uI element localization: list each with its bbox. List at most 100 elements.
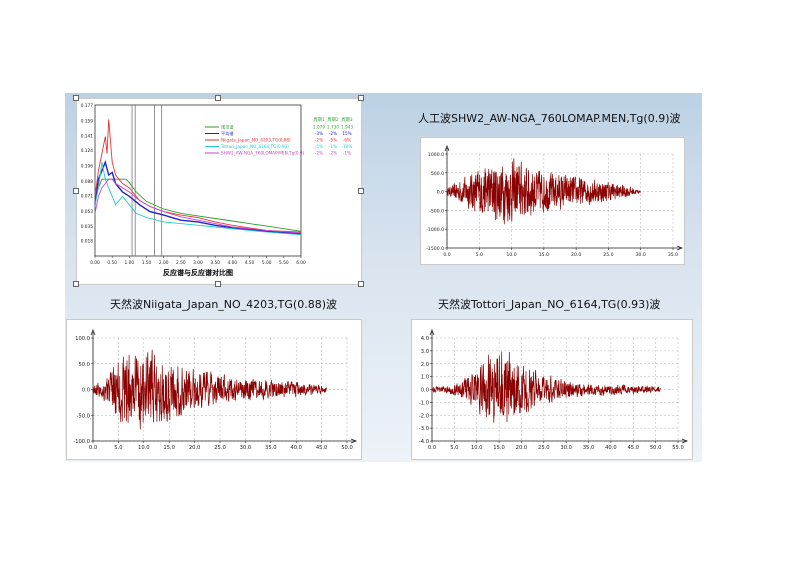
- x-tick-label: 4.50: [245, 260, 255, 266]
- y-axis-arrow: [90, 328, 96, 336]
- y-tick-label: 0.0: [421, 388, 429, 394]
- resize-handle[interactable]: [358, 188, 364, 194]
- spectrum-chart: 0.177 0.159 0.141 0.124 0.106 0.088 0.071 0.053…: [81, 103, 354, 277]
- x-tick-label: 40.0: [605, 445, 617, 451]
- y-tick-label: 0.177: [81, 103, 94, 109]
- x-tick-label: 0.00: [90, 260, 100, 266]
- y-tick-label: 0.088: [81, 179, 94, 185]
- x-tick-label: 10.0: [138, 445, 150, 451]
- x-tick-label: 3.00: [193, 260, 203, 266]
- tottori-wave-panel: 4.0 3.0 2.0 1.0 0.0 -1.0 -2.0 -3.0 -4.0 0.0 5.0 10.…: [411, 319, 693, 460]
- y-tick-label: 2.0: [421, 362, 429, 368]
- y-tick-label: 0.141: [81, 134, 94, 140]
- legend-label: Tottori_Japan_NO_6164,TG(0.93): [220, 144, 289, 149]
- plot-frame: [94, 104, 302, 257]
- x-tick-label: 5.50: [279, 260, 289, 266]
- legend-stat: -5%: [315, 144, 323, 149]
- legend-stat: -5%: [329, 138, 337, 143]
- y-tick-label: 0.035: [81, 224, 94, 230]
- y-tick-label: 0.124: [81, 148, 94, 154]
- series-line: [94, 162, 302, 236]
- y-tick-label: -1000.0: [426, 227, 444, 233]
- y-tick-label: 0.106: [81, 164, 94, 170]
- resize-handle[interactable]: [73, 95, 79, 101]
- y-tick-label: -2.0: [419, 413, 429, 419]
- niigata-wave-title: 天然波Niigata_Japan_NO_4203,TG(0.88)波: [110, 298, 337, 311]
- legend-header: 周期3: [341, 117, 353, 123]
- x-tick-label: 30.0: [240, 445, 252, 451]
- x-tick-label: 25.0: [538, 445, 550, 451]
- x-tick-label: 10.0: [471, 445, 483, 451]
- series-line: [94, 178, 302, 232]
- resize-handle[interactable]: [73, 281, 79, 287]
- x-tick-label: 5.0: [114, 445, 122, 451]
- y-tick-label: -4.0: [419, 439, 429, 445]
- legend-stat: -2%: [315, 138, 323, 143]
- x-tick-label: 35.0: [668, 252, 678, 258]
- legend-stat: -2%: [329, 151, 337, 156]
- x-tick-label: 0.0: [428, 445, 436, 451]
- x-tick-label: 45.0: [627, 445, 639, 451]
- y-tick-label: -500.0: [429, 208, 444, 214]
- x-axis-arrow: [676, 245, 684, 251]
- resize-handle[interactable]: [215, 281, 221, 287]
- series-line: [94, 159, 302, 235]
- y-tick-label: -50.0: [77, 413, 90, 419]
- resize-handle[interactable]: [358, 281, 364, 287]
- x-tick-label: 1.00: [125, 260, 135, 266]
- y-tick-label: 1000.0: [428, 152, 444, 158]
- legend-stat: 15%: [342, 131, 351, 136]
- x-tick-label: 15.0: [493, 445, 505, 451]
- resize-handle[interactable]: [215, 95, 221, 101]
- legend-stat: 1.943: [341, 125, 353, 130]
- x-tick-label: 45.0: [316, 445, 328, 451]
- x-tick-label: 6.00: [296, 260, 306, 266]
- x-axis-arrow: [350, 438, 358, 444]
- legend-stat: -1%: [329, 144, 337, 149]
- y-axis-arrow: [444, 144, 450, 152]
- spectrum-chart-panel[interactable]: 0.177 0.159 0.141 0.124 0.106 0.088 0.071 0.053…: [76, 98, 362, 285]
- legend-header: 周期1: [313, 117, 325, 123]
- artificial-wave-panel: 1000.0 500.0 0.0 -500.0 -1000.0 -1500.0 0.0 5.0…: [420, 137, 685, 265]
- legend-stat: -6%: [343, 138, 351, 143]
- waveform-line: [446, 158, 641, 225]
- x-tick-label: 55.0: [672, 445, 684, 451]
- waveform-line: [92, 349, 328, 430]
- y-tick-label: -1.0: [419, 400, 429, 406]
- resize-handle[interactable]: [73, 188, 79, 194]
- legend-header: 周期2: [327, 117, 339, 123]
- x-tick-label: 20.0: [189, 445, 201, 451]
- x-tick-label: 15.0: [539, 252, 549, 258]
- resize-handle[interactable]: [358, 95, 364, 101]
- x-tick-label: 3.50: [210, 260, 220, 266]
- y-tick-label: 3.0: [421, 349, 429, 355]
- y-tick-label: 0.0: [82, 388, 90, 394]
- y-tick-label: 0.018: [81, 239, 94, 245]
- y-tick-label: 0.0: [437, 190, 444, 196]
- legend-label: 规范谱: [221, 124, 234, 131]
- y-tick-label: -1500.0: [426, 246, 444, 252]
- legend-stat: -2%: [329, 131, 337, 136]
- y-tick-label: -100.0: [73, 439, 90, 445]
- x-tick-label: 50.0: [341, 445, 353, 451]
- y-tick-label: 100.0: [75, 336, 90, 342]
- legend-label: Niigata_Japan_NO_4203,TG(0.88): [221, 138, 291, 143]
- series-line: [94, 178, 302, 234]
- artificial-wave-title: 人工波SHW2_AW-NGA_760LOMAP.MEN,Tg(0.9)波: [418, 112, 681, 125]
- x-tick-label: 50.0: [650, 445, 662, 451]
- x-tick-label: 20.0: [571, 252, 581, 258]
- x-tick-label: 30.0: [560, 445, 572, 451]
- x-tick-label: 25.0: [603, 252, 613, 258]
- tottori-wave-title: 天然波Tottori_Japan_NO_6164,TG(0.93)波: [438, 298, 661, 311]
- x-tick-label: 25.0: [214, 445, 226, 451]
- legend-stat: 1.730: [327, 125, 339, 130]
- y-tick-label: 0.071: [81, 193, 94, 199]
- y-axis-arrow: [429, 328, 435, 336]
- x-tick-label: 35.0: [583, 445, 595, 451]
- legend-stat: -3%: [315, 131, 323, 136]
- y-tick-label: -3.0: [419, 426, 429, 432]
- x-tick-label: 5.0: [476, 252, 483, 258]
- legend-stat: 1.079: [313, 125, 325, 130]
- x-tick-label: 1.50: [142, 260, 152, 266]
